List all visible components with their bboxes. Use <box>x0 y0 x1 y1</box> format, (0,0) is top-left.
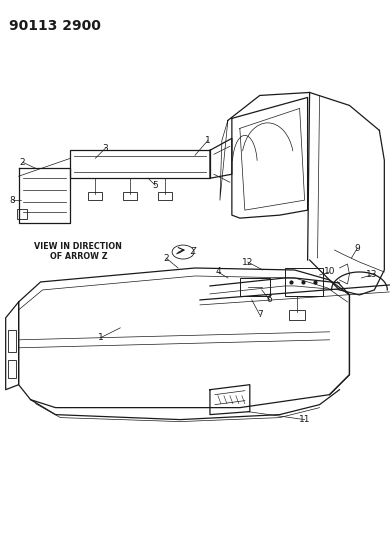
Text: 11: 11 <box>299 415 310 424</box>
Text: 1: 1 <box>98 333 103 342</box>
Text: 3: 3 <box>102 144 108 153</box>
Bar <box>240 278 270 296</box>
Bar <box>88 192 102 200</box>
Bar <box>289 310 305 320</box>
Text: 1: 1 <box>205 136 211 145</box>
Bar <box>8 330 16 352</box>
Text: 8: 8 <box>10 196 16 205</box>
Text: 4: 4 <box>215 268 221 277</box>
Text: Z: Z <box>190 247 195 256</box>
Text: 90113 2900: 90113 2900 <box>9 19 100 33</box>
Text: OF ARROW Z: OF ARROW Z <box>50 252 107 261</box>
Bar <box>158 192 172 200</box>
Text: 2: 2 <box>20 158 25 167</box>
Bar <box>8 360 16 378</box>
Text: 13: 13 <box>366 270 377 279</box>
Text: 5: 5 <box>152 181 158 190</box>
Text: 9: 9 <box>354 244 360 253</box>
Bar <box>285 268 323 296</box>
Bar <box>16 209 27 219</box>
Text: 10: 10 <box>324 268 335 277</box>
Text: VIEW IN DIRECTION: VIEW IN DIRECTION <box>34 242 122 251</box>
Bar <box>123 192 137 200</box>
Text: 6: 6 <box>267 295 272 304</box>
Text: 7: 7 <box>257 310 263 319</box>
Text: 2: 2 <box>163 254 169 263</box>
Text: 12: 12 <box>242 257 254 266</box>
Bar <box>71 150 210 178</box>
